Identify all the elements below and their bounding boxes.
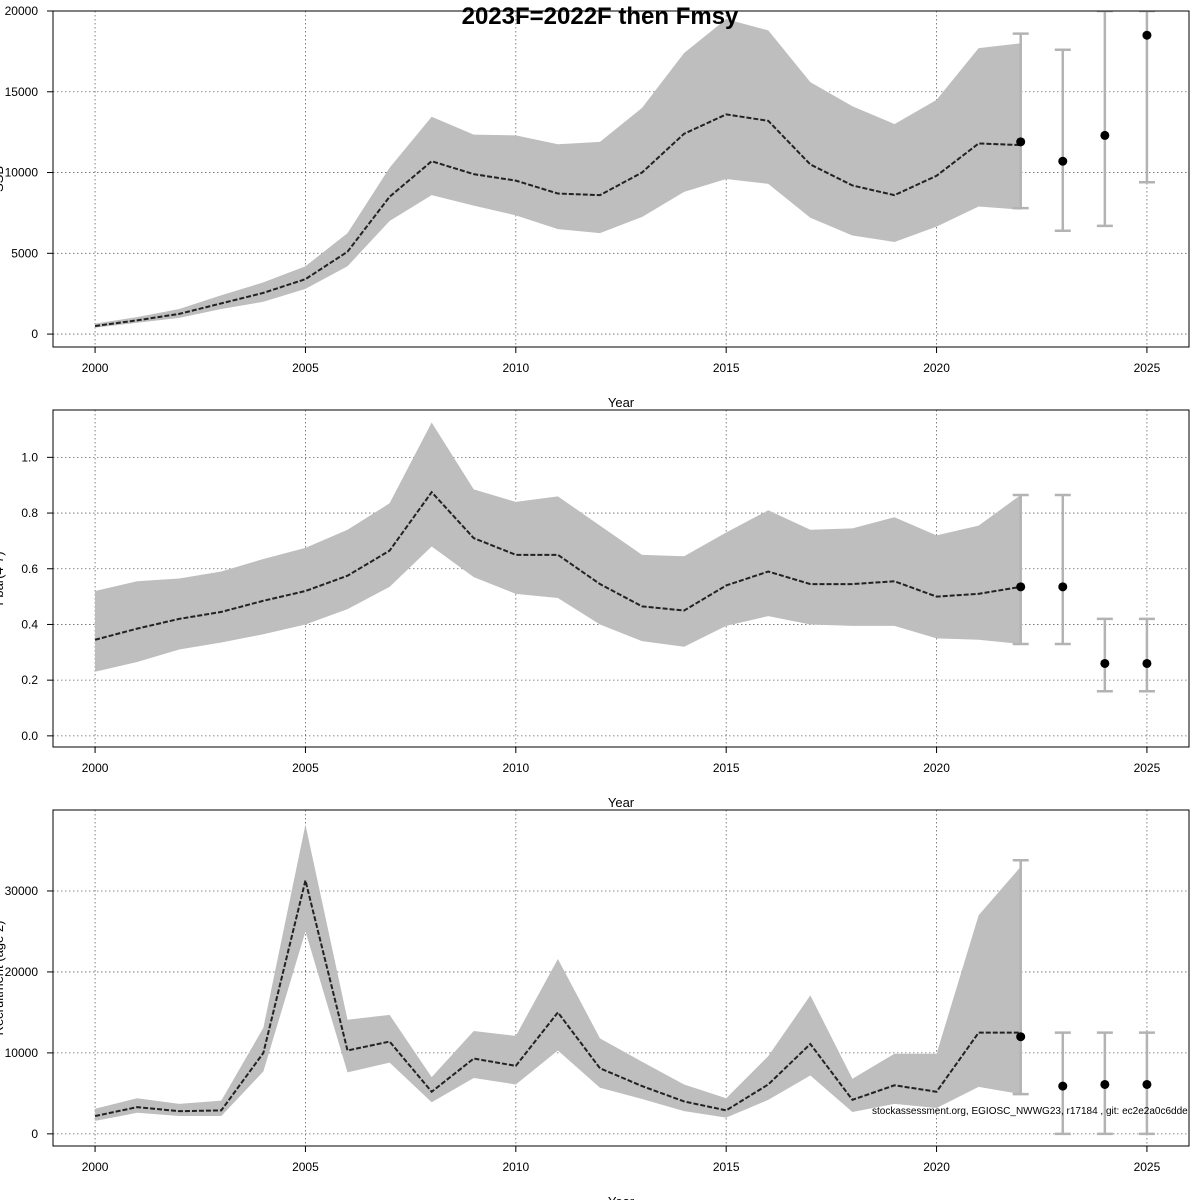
y-tick-label: 0.8 [21, 506, 38, 520]
y-tick-label: 1.0 [21, 450, 38, 464]
panel-1: 2000 2005 2010 2015 2020 2025 0 5000 10000 15000 2… [0, 4, 1190, 410]
y-tick-label: 0.2 [21, 673, 38, 687]
y-tick-label: 0.6 [21, 562, 38, 576]
confidence-band [95, 422, 1021, 672]
data-layer [94, 824, 1155, 1136]
footer-credit: stockassessment.org, EGIOSC_NWWG23, r171… [872, 1106, 1188, 1117]
x-axis-label: Year [608, 395, 635, 410]
y-tick-label: 30000 [5, 884, 39, 898]
plot-frame [52, 809, 1190, 1147]
x-tick-label: 2020 [923, 361, 950, 375]
y-tick-label: 5000 [11, 246, 38, 260]
x-tick-label: 2000 [82, 761, 109, 775]
confidence-band [95, 824, 1021, 1121]
x-tick-label: 2020 [923, 1160, 950, 1174]
confidence-band [95, 19, 1021, 328]
forecast-point [1016, 137, 1026, 147]
forecast-point [1142, 30, 1152, 40]
y-tick-label: 10000 [5, 1046, 39, 1060]
x-tick-label: 2025 [1134, 1160, 1161, 1174]
estimate-line [94, 113, 1021, 327]
x-axis-label: Year [608, 795, 635, 810]
y-tick-label: 0.0 [21, 729, 38, 743]
x-axis-label: Year [608, 1194, 635, 1200]
x-tick-label: 2010 [502, 361, 529, 375]
y-tick-label: 0.4 [21, 617, 38, 631]
forecast-point [1100, 1079, 1110, 1089]
y-axis-label: Fbar(4-7) [0, 551, 6, 605]
x-tick-label: 2000 [82, 1160, 109, 1174]
chart-title: 2023F=2022F then Fmsy [462, 3, 739, 30]
x-tick-label: 2005 [292, 361, 319, 375]
x-tick-label: 2020 [923, 761, 950, 775]
x-tick-label: 2010 [502, 761, 529, 775]
x-tick-label: 2015 [713, 1160, 740, 1174]
forecast-point [1058, 156, 1068, 166]
panel-2: 2000 2005 2010 2015 2020 2025 0.0 0.2 0.4 0.6 0.8 1… [0, 409, 1190, 810]
x-tick-label: 2025 [1134, 761, 1161, 775]
x-tick-label: 2015 [713, 361, 740, 375]
forecast-point [1058, 582, 1068, 592]
y-tick-label: 0 [31, 327, 38, 341]
estimate-line [94, 880, 1021, 1118]
y-tick-label: 20000 [5, 965, 39, 979]
forecast-point [1142, 658, 1152, 668]
x-tick-label: 2005 [292, 1160, 319, 1174]
panels-group: 2000 2005 2010 2015 2020 2025 0 5000 10000 15000 2… [0, 4, 1190, 1200]
plot-frame [52, 409, 1190, 748]
x-tick-label: 2005 [292, 761, 319, 775]
panel-3: 2000 2005 2010 2015 2020 2025 0 10000 20000 30000… [0, 809, 1190, 1200]
y-tick-label: 0 [31, 1127, 38, 1141]
forecast-point [1100, 658, 1110, 668]
x-tick-label: 2000 [82, 361, 109, 375]
y-tick-label: 10000 [5, 166, 39, 180]
estimate-line [94, 490, 1021, 641]
y-axis-label: Recruitment (age 2) [0, 921, 6, 1036]
forecast-point [1100, 130, 1110, 140]
y-axis-label: SSB [0, 166, 6, 192]
forecast-point [1142, 1079, 1152, 1089]
forecast-point [1058, 1081, 1068, 1091]
y-tick-label: 20000 [5, 4, 39, 18]
data-layer [94, 422, 1155, 693]
x-tick-label: 2025 [1134, 361, 1161, 375]
data-layer [94, 11, 1155, 328]
y-tick-label: 15000 [5, 85, 39, 99]
x-tick-label: 2010 [502, 1160, 529, 1174]
plot-frame [52, 10, 1190, 348]
x-tick-label: 2015 [713, 761, 740, 775]
forecast-point [1016, 582, 1026, 592]
forecast-point [1016, 1032, 1026, 1042]
